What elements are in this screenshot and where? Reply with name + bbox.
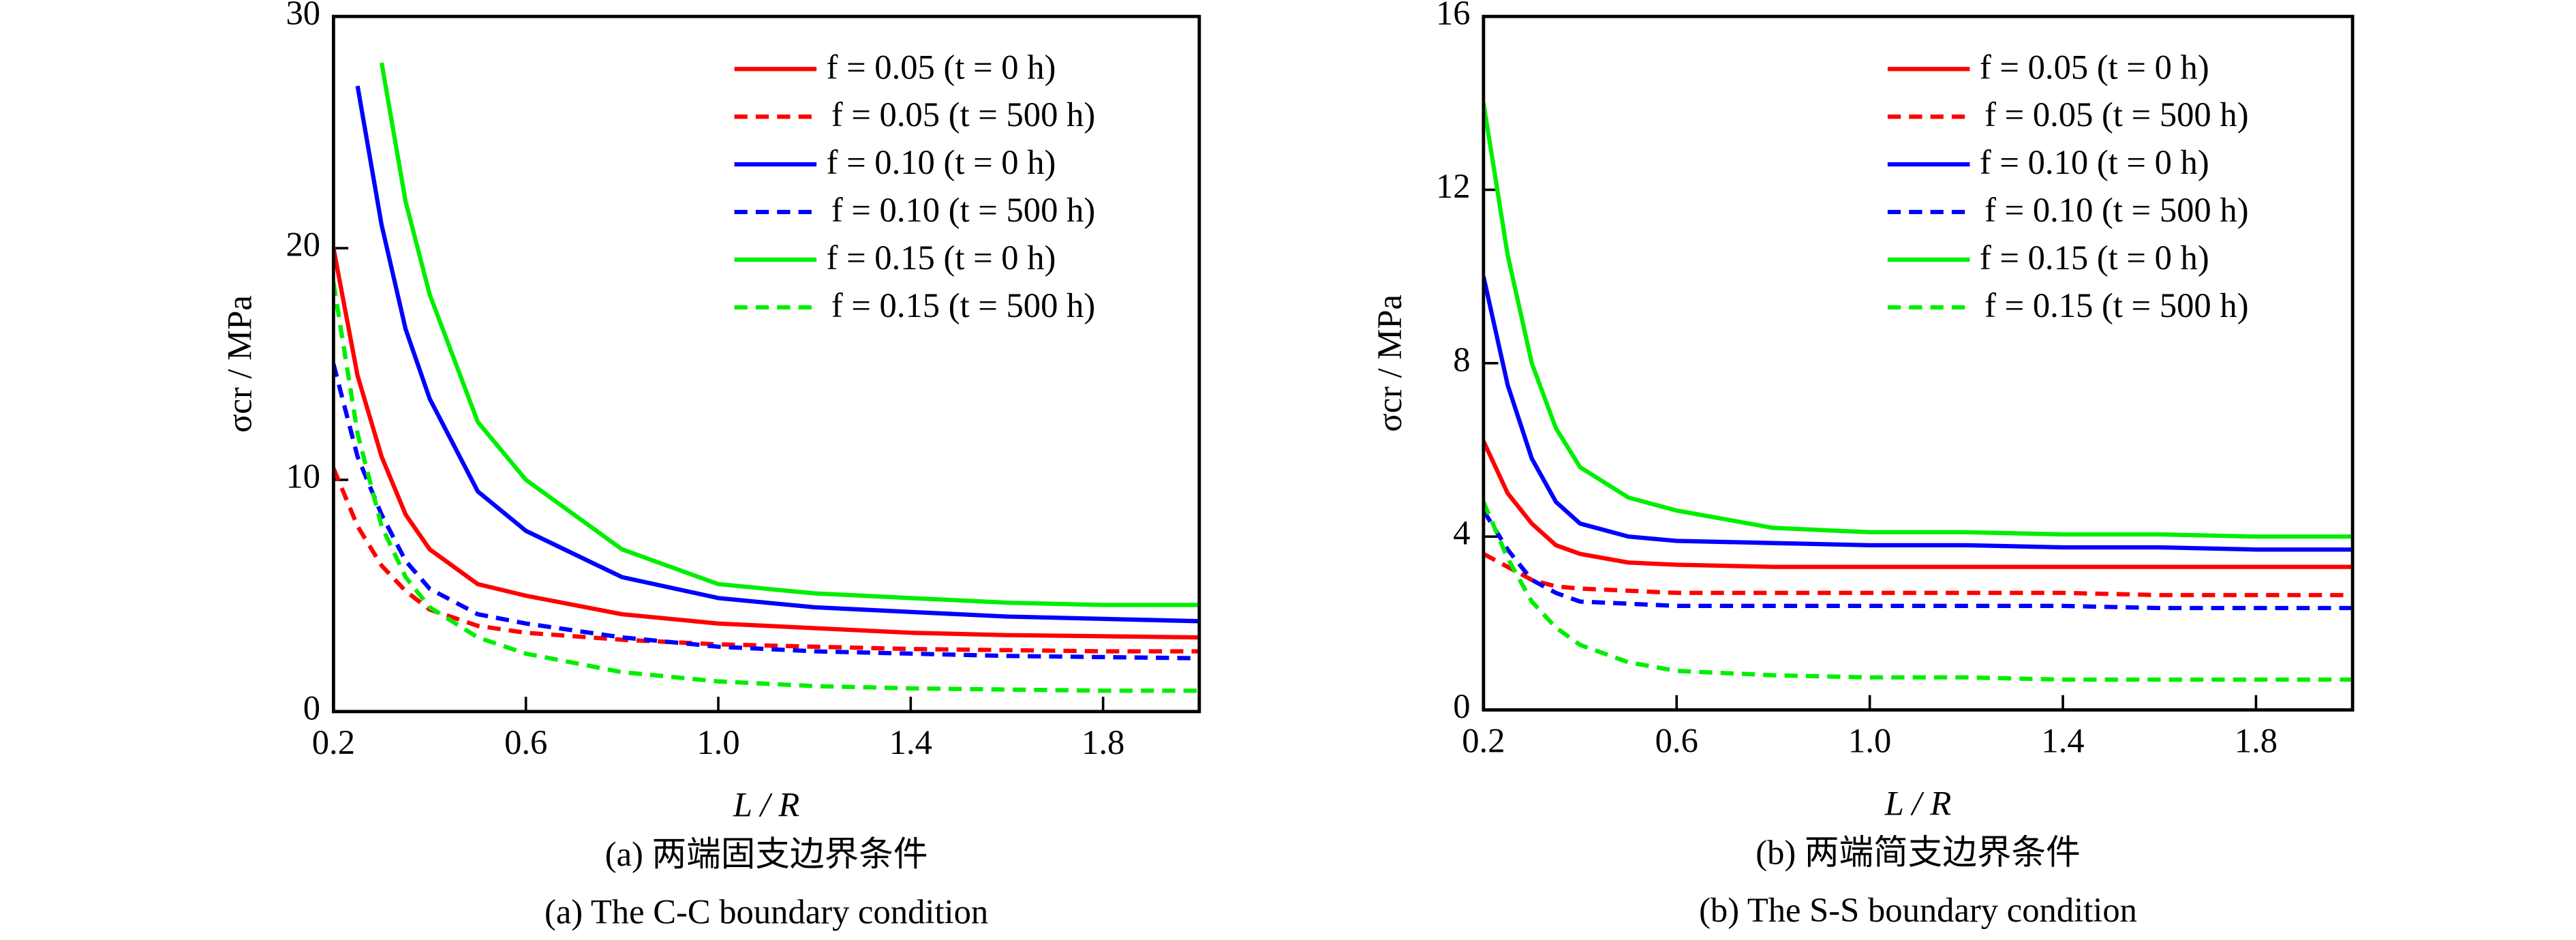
series-line — [333, 363, 1199, 661]
x-tick-label: 0.6 — [1655, 722, 1698, 760]
legend-label: f = 0.05 (t = 0 h) — [1980, 48, 2209, 86]
series-line — [1483, 102, 2353, 539]
series-line — [1483, 440, 2353, 569]
x-tick-label: 1.4 — [889, 723, 932, 761]
y-tick-label: 30 — [286, 0, 320, 32]
x-tick-label: 1.8 — [2235, 722, 2278, 760]
series-line — [333, 282, 1199, 693]
y-tick-label: 10 — [286, 457, 320, 496]
y-tick-label: 8 — [1453, 340, 1470, 378]
y-tick-label: 20 — [286, 226, 320, 264]
x-axis-label: L / R — [1884, 784, 1952, 822]
caption: (b) 两端简支边界条件 — [1755, 834, 2081, 872]
y-tick-label: 12 — [1436, 167, 1471, 205]
x-tick-label: 1.8 — [1082, 723, 1124, 761]
series-line — [333, 247, 1199, 640]
legend-label: f = 0.10 (t = 500 h) — [1984, 191, 2248, 229]
plot-frame — [1482, 14, 2355, 712]
x-tick-label: 1.0 — [1848, 722, 1891, 760]
legend-label: f = 0.05 (t = 500 h) — [831, 95, 1095, 134]
y-tick-label: 0 — [1453, 687, 1470, 725]
y-tick-label: 0 — [303, 688, 320, 727]
x-axis-label: L / R — [733, 786, 800, 824]
x-tick-label: 1.0 — [696, 723, 739, 761]
caption-en: (a) The C-C boundary condition — [545, 892, 988, 930]
series-line — [1483, 501, 2353, 682]
series-line — [333, 467, 1199, 654]
y-axis-label: σcr / MPa — [1370, 294, 1409, 432]
series-line — [1483, 551, 2353, 598]
legend-label: f = 0.10 (t = 500 h) — [831, 191, 1095, 229]
legend-label: f = 0.15 (t = 0 h) — [1980, 239, 2209, 277]
y-tick-label: 16 — [1436, 0, 1471, 32]
legend-label: f = 0.15 (t = 0 h) — [827, 239, 1056, 277]
series-line — [1483, 275, 2353, 552]
caption-en: (b) The S-S boundary condition — [1699, 891, 2137, 929]
legend-label: f = 0.10 (t = 0 h) — [827, 143, 1056, 181]
legend-label: f = 0.15 (t = 500 h) — [831, 286, 1095, 324]
series-line — [355, 85, 1199, 624]
x-tick-label: 0.2 — [312, 723, 355, 761]
series-line — [379, 62, 1199, 607]
y-axis-label: σcr / MPa — [220, 295, 258, 433]
caption: (a) 两端固支边界条件 — [605, 835, 928, 873]
legend-label: f = 0.15 (t = 500 h) — [1984, 286, 2248, 324]
legend-label: f = 0.05 (t = 0 h) — [827, 48, 1056, 86]
x-tick-label: 1.4 — [2041, 722, 2084, 760]
series-line — [1483, 509, 2353, 611]
y-tick-label: 4 — [1453, 514, 1470, 552]
legend-label: f = 0.05 (t = 500 h) — [1984, 95, 2248, 134]
legend-label: f = 0.10 (t = 0 h) — [1980, 143, 2209, 181]
x-tick-label: 0.2 — [1462, 722, 1505, 760]
plot-frame — [331, 14, 1201, 714]
x-tick-label: 0.6 — [504, 723, 547, 761]
